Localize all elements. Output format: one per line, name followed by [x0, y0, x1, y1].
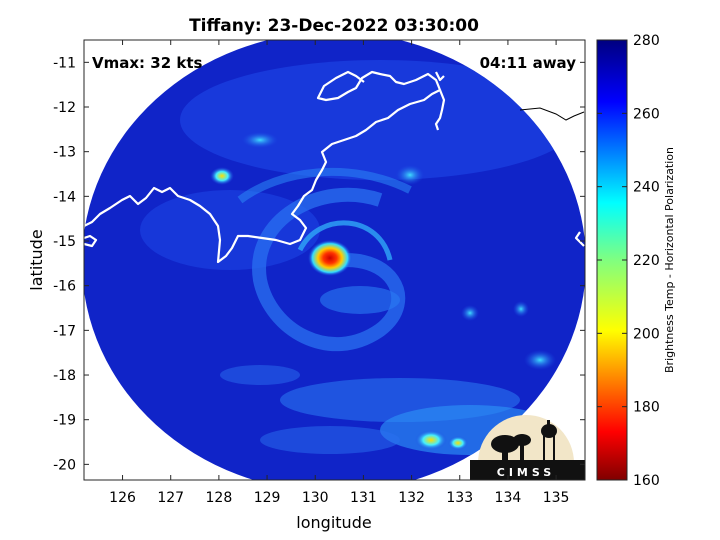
x-tick-label: 127 [157, 490, 184, 506]
map-plot-area: Vmax: 32 kts 04:11 away CIMSS [83, 39, 586, 481]
chart-title: Tiffany: 23-Dec-2022 03:30:00 [189, 16, 479, 36]
x-tick-label: 131 [350, 490, 377, 506]
colorbar-tick-label: 200 [633, 326, 660, 342]
x-tick-label: 135 [543, 490, 570, 506]
y-tick-label: -16 [53, 279, 76, 295]
x-axis: 126 127 128 129 130 131 132 133 134 135 [109, 40, 569, 506]
x-tick-label: 130 [302, 490, 329, 506]
y-tick-label: -12 [53, 100, 76, 116]
colorbar-tick-label: 240 [633, 180, 660, 196]
colorbar-tick-label: 260 [633, 106, 660, 122]
colorbar-tick-label: 280 [633, 33, 660, 49]
colorbar-ticks: 280 260 240 220 200 180 160 [597, 33, 660, 489]
y-axis: -11 -12 -13 -14 -15 -16 -17 -18 -19 -20 [53, 55, 585, 473]
colorbar-tick-label: 180 [633, 400, 660, 416]
y-tick-label: -19 [53, 413, 76, 429]
y-tick-label: -18 [53, 368, 76, 384]
y-tick-label: -15 [53, 234, 76, 250]
storm-core [308, 240, 352, 276]
colorbar-tick-label: 160 [633, 473, 660, 489]
x-tick-label: 128 [206, 490, 233, 506]
vmax-label: Vmax: 32 kts [92, 54, 202, 72]
y-tick-label: -11 [53, 55, 76, 71]
colorbar: 280 260 240 220 200 180 160 Brightness Temp - … [596, 33, 676, 489]
y-axis-label: latitude [27, 229, 46, 290]
x-tick-label: 134 [495, 490, 522, 506]
x-tick-label: 129 [254, 490, 281, 506]
x-axis-label: longitude [296, 513, 371, 532]
cimss-logo-text: CIMSS [497, 466, 555, 479]
coastline-land-black [519, 107, 585, 121]
time-away-label: 04:11 away [480, 54, 577, 72]
y-tick-label: -20 [53, 457, 76, 473]
y-tick-label: -13 [53, 145, 76, 161]
y-tick-label: -17 [53, 323, 76, 339]
coastline [84, 70, 585, 264]
cimss-logo: CIMSS [470, 415, 585, 480]
swath-features [140, 60, 580, 455]
swath-group [84, 40, 585, 480]
x-tick-label: 133 [446, 490, 473, 506]
plot-frame [83, 39, 586, 481]
x-tick-label: 126 [109, 490, 136, 506]
colorbar-tick-label: 220 [633, 253, 660, 269]
x-tick-label: 132 [398, 490, 425, 506]
colorbar-label: Brightness Temp - Horizontal Polarizatio… [663, 147, 676, 373]
y-tick-label: -14 [53, 189, 76, 205]
